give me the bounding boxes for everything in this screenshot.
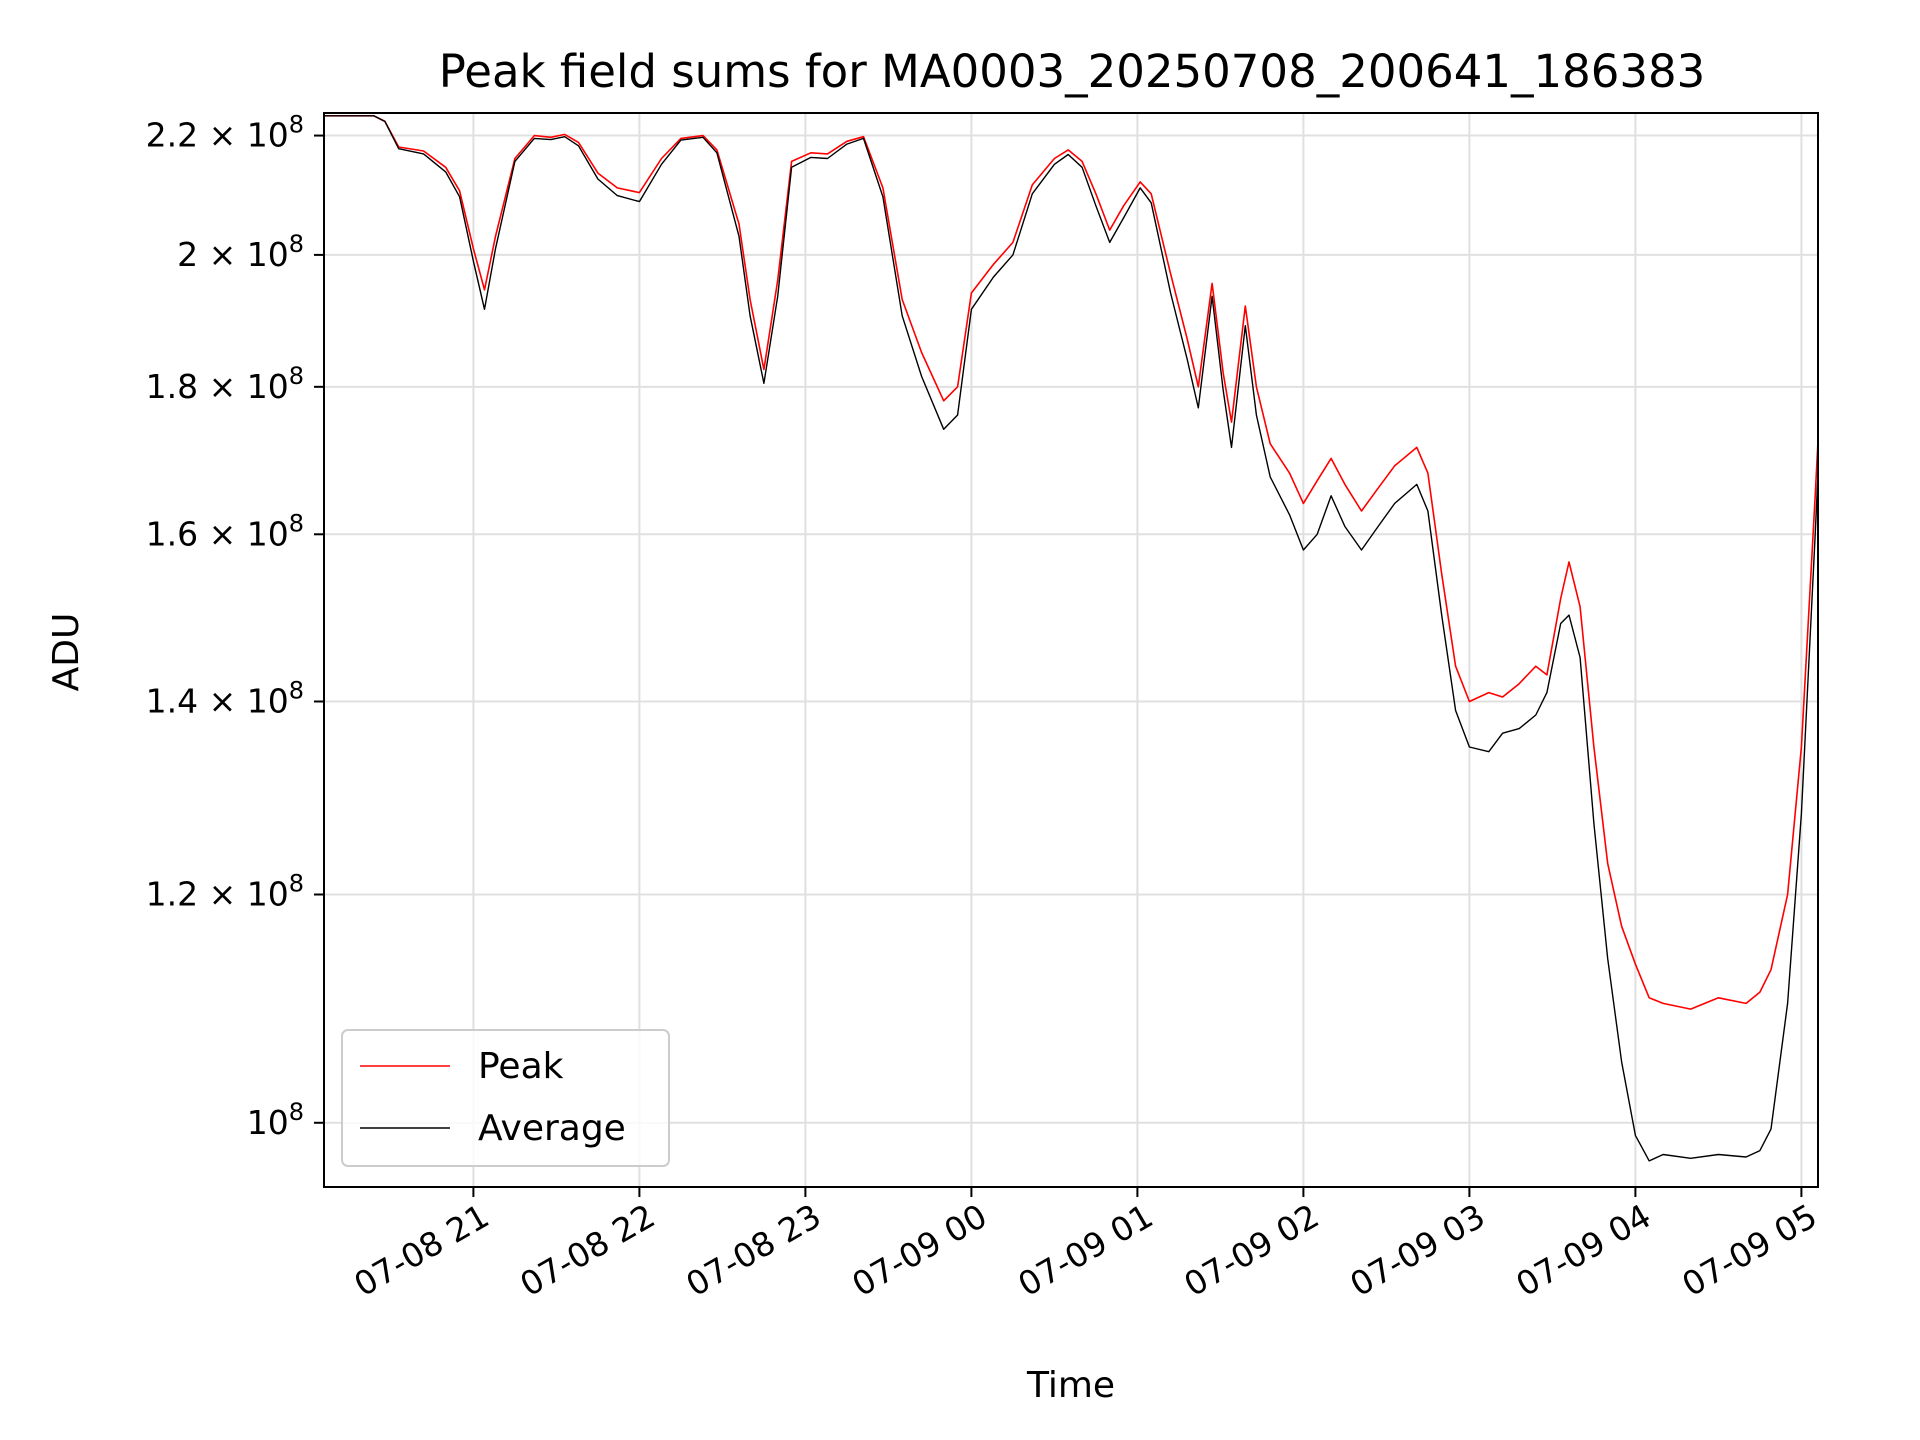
- y-tick-label: 2.2 × 108: [146, 111, 304, 155]
- plot-area: [324, 115, 1818, 1162]
- grid-lines: [324, 113, 1818, 1187]
- chart-title: Peak field sums for MA0003_20250708_2006…: [439, 45, 1706, 98]
- series-line-peak: [324, 115, 1818, 1010]
- y-tick-label: 2 × 108: [177, 230, 304, 274]
- series-lines: [324, 115, 1818, 1162]
- legend-label-peak: Peak: [478, 1046, 564, 1087]
- y-axis: 2.2 × 108 2 × 108 1.8 × 108 1.6 × 108 1.4 × …: [146, 111, 324, 1142]
- y-tick-label: 1.8 × 108: [146, 362, 304, 406]
- legend-label-average: Average: [478, 1108, 626, 1149]
- x-axis-label: Time: [1026, 1365, 1115, 1406]
- y-tick-label: 1.4 × 108: [146, 676, 304, 720]
- legend: Peak Average: [341, 1029, 670, 1167]
- y-tick-label: 1.6 × 108: [146, 509, 304, 553]
- plot-frame: [323, 112, 1819, 1188]
- series-line-average: [324, 115, 1818, 1162]
- y-tick-label: 1.2 × 108: [146, 869, 304, 913]
- y-axis-label: ADU: [46, 613, 87, 692]
- y-tick-label: 108: [247, 1098, 304, 1142]
- legend-box: [341, 1029, 670, 1167]
